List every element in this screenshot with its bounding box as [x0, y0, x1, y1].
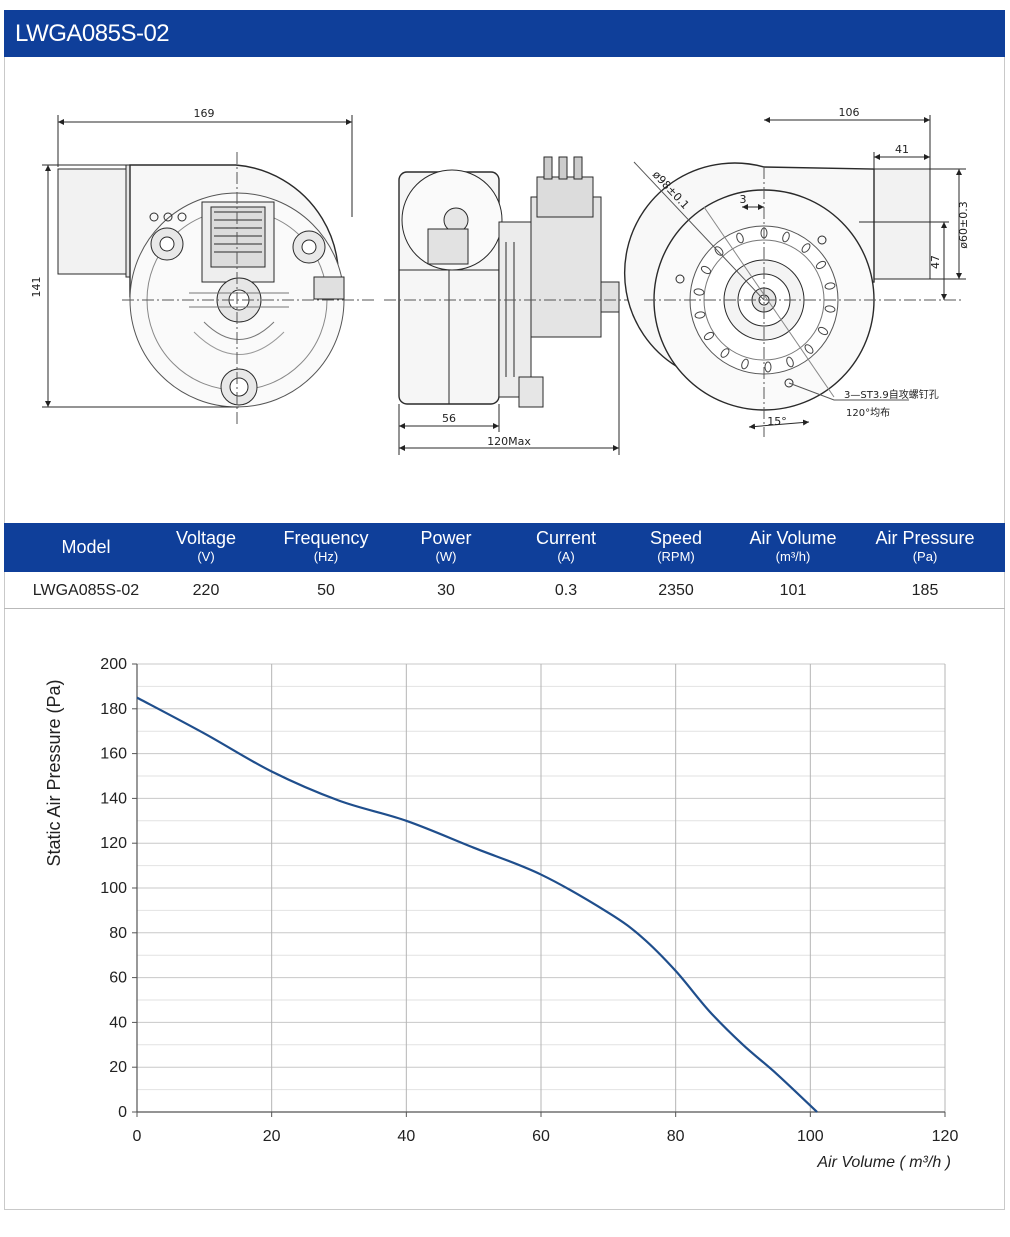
header-voltage-label: Voltage: [175, 528, 237, 548]
side-depth-dim: 56: [442, 412, 456, 425]
y-tick-label: 40: [109, 1014, 127, 1031]
header-air-volume: Air Volume (m³/h): [733, 528, 853, 565]
chart-axes: [132, 663, 946, 1117]
header-current-label: Current: [535, 528, 597, 548]
x-tick-label: 40: [397, 1128, 415, 1145]
page-title: LWGA085S-02: [15, 20, 170, 47]
header-model: Model: [26, 537, 146, 558]
header-frequency-unit: (Hz): [313, 549, 339, 564]
side-view: [384, 156, 629, 455]
back-offset-dim: 47: [929, 255, 942, 269]
front-view: [42, 115, 376, 427]
header-current-unit: (A): [557, 549, 575, 564]
y-axis-label: Static Air Pressure (Pa): [44, 679, 64, 866]
header-speed-unit: (RPM): [657, 549, 695, 564]
x-tick-label: 100: [797, 1128, 824, 1145]
performance-chart: 0 20 40 60 80 100 120 140 160 180 200 0 20 40 60 80 100 1…: [44, 656, 958, 1171]
cell-current: 0.3: [554, 582, 578, 599]
cell-model: LWGA085S-02: [32, 582, 140, 599]
header-air-pressure-unit: (Pa): [912, 549, 938, 564]
y-tick-label: 180: [100, 701, 127, 718]
header-current: Current (A): [516, 528, 616, 565]
back-view: [624, 115, 966, 437]
header-power: Power (W): [396, 528, 496, 565]
series-line: [136, 696, 818, 1113]
header-air-pressure-label: Air Pressure: [875, 528, 975, 548]
back-width-dim: 106: [839, 106, 860, 119]
cell-frequency: 50: [317, 582, 335, 599]
header-air-pressure: Air Pressure (Pa): [860, 528, 990, 565]
back-angle-dim: 15°: [767, 415, 787, 428]
header-power-unit: (W): [435, 549, 457, 564]
y-tick-label: 200: [100, 656, 127, 673]
y-tick-label: 60: [109, 970, 127, 987]
x-tick-label: 120: [932, 1128, 959, 1145]
front-width-dim: 169: [194, 107, 215, 120]
front-height-dim: 141: [30, 277, 43, 298]
back-angle-note: 120°均布: [846, 407, 890, 419]
cell-voltage: 220: [192, 582, 220, 599]
header-power-label: Power: [420, 528, 472, 548]
chart-series: [136, 696, 818, 1113]
cell-power: 30: [437, 582, 455, 599]
spec-table-header: Model Voltage (V) Frequency (Hz) Power (…: [4, 523, 1005, 572]
spec-table-row: LWGA085S-02 220 50 30 0.3 2350 101 185: [4, 572, 1005, 609]
chart-tick-labels: 0 20 40 60 80 100 120 140 160 180 200 0 20 40 60 80 100 1…: [100, 656, 958, 1145]
header-air-volume-unit: (m³/h): [775, 549, 811, 564]
x-tick-label: 20: [263, 1128, 281, 1145]
y-tick-label: 20: [109, 1059, 127, 1076]
header-frequency-label: Frequency: [283, 528, 369, 548]
x-axis-label: Air Volume ( m³/h ): [816, 1154, 951, 1171]
back-screw-note: 3—ST3.9自攻螺钉孔: [844, 388, 939, 401]
cell-air-pressure: 185: [911, 582, 939, 599]
title-bar: LWGA085S-02: [4, 10, 1005, 57]
y-tick-label: 80: [109, 925, 127, 942]
y-tick-label: 0: [118, 1104, 127, 1121]
x-tick-label: 80: [667, 1128, 685, 1145]
header-speed: Speed (RPM): [626, 528, 726, 565]
header-frequency: Frequency (Hz): [266, 528, 386, 565]
y-tick-label: 120: [100, 835, 127, 852]
y-tick-label: 140: [100, 790, 127, 807]
header-model-label: Model: [61, 537, 111, 557]
cell-air-volume: 101: [779, 582, 807, 599]
header-speed-label: Speed: [649, 528, 703, 548]
header-voltage: Voltage (V): [156, 528, 256, 565]
spec-table: Model Voltage (V) Frequency (Hz) Power (…: [4, 523, 1005, 609]
back-outlet-dim: 41: [895, 143, 909, 156]
y-tick-label: 100: [100, 880, 127, 897]
technical-drawing: 169 141 56 120Max 106 41 3 ø98±0.1 ø60±0…: [30, 106, 970, 455]
chart-grid: [136, 663, 946, 1113]
back-bore-dim: ø60±0.3: [957, 201, 970, 248]
back-hole-dim: 3: [740, 193, 747, 206]
header-air-volume-label: Air Volume: [749, 528, 837, 548]
y-tick-label: 160: [100, 746, 127, 763]
side-max-dim: 120Max: [487, 435, 531, 448]
x-tick-label: 0: [133, 1128, 142, 1145]
cell-speed: 2350: [658, 582, 694, 599]
x-tick-label: 60: [532, 1128, 550, 1145]
header-voltage-unit: (V): [197, 549, 215, 564]
